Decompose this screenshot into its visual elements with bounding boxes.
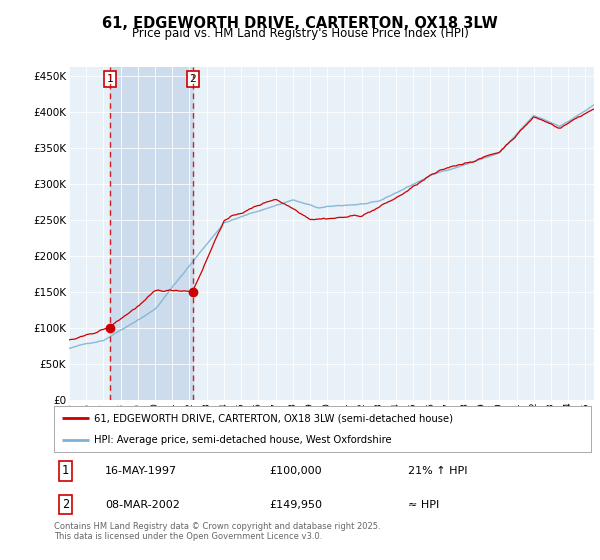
Text: ≈ HPI: ≈ HPI (409, 500, 440, 510)
Text: 61, EDGEWORTH DRIVE, CARTERTON, OX18 3LW (semi-detached house): 61, EDGEWORTH DRIVE, CARTERTON, OX18 3LW… (94, 413, 453, 423)
Text: 1: 1 (106, 74, 113, 84)
Text: HPI: Average price, semi-detached house, West Oxfordshire: HPI: Average price, semi-detached house,… (94, 436, 392, 445)
Text: 2: 2 (62, 498, 69, 511)
Text: £100,000: £100,000 (269, 466, 322, 476)
Text: £149,950: £149,950 (269, 500, 322, 510)
Text: 21% ↑ HPI: 21% ↑ HPI (409, 466, 468, 476)
Text: 08-MAR-2002: 08-MAR-2002 (105, 500, 180, 510)
Text: 2: 2 (190, 74, 196, 84)
Text: 16-MAY-1997: 16-MAY-1997 (105, 466, 177, 476)
Text: Price paid vs. HM Land Registry's House Price Index (HPI): Price paid vs. HM Land Registry's House … (131, 27, 469, 40)
Text: Contains HM Land Registry data © Crown copyright and database right 2025.
This d: Contains HM Land Registry data © Crown c… (54, 522, 380, 542)
Bar (110, 67, 193, 400)
Text: 61, EDGEWORTH DRIVE, CARTERTON, OX18 3LW: 61, EDGEWORTH DRIVE, CARTERTON, OX18 3LW (102, 16, 498, 31)
Text: 1: 1 (62, 464, 69, 477)
